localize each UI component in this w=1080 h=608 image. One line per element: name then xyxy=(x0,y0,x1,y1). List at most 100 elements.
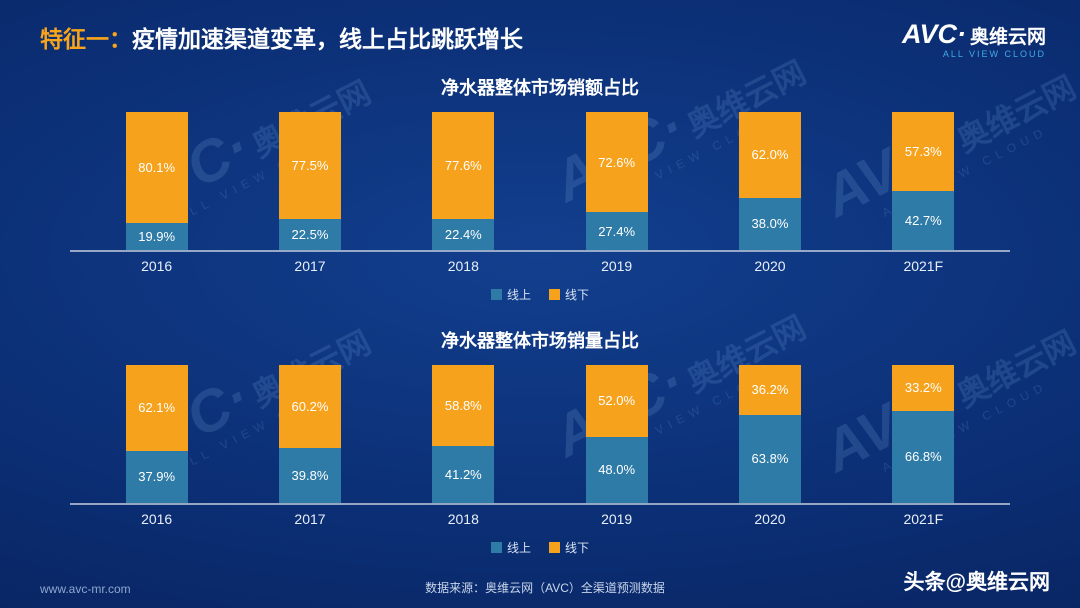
bar-segment-online: 19.9% xyxy=(125,222,188,250)
bar-segment-online: 41.2% xyxy=(432,446,495,503)
bar-column: 60.2% 39.8% xyxy=(233,365,386,503)
legend-label: 线下 xyxy=(565,541,590,555)
bar-segment-online: 66.8% xyxy=(892,410,955,503)
logo-subtitle: ALL VIEW CLOUD xyxy=(942,49,1046,60)
logo-avc-text: AVC· xyxy=(901,19,966,49)
stacked-bar: 52.0% 48.0% xyxy=(585,365,648,503)
bar-column: 52.0% 48.0% xyxy=(540,365,693,503)
value-label-online: 48.0% xyxy=(598,462,636,478)
value-label-online: 22.5% xyxy=(291,226,329,242)
bar-column: 62.1% 37.9% xyxy=(80,365,233,503)
stacked-bar: 77.5% 22.5% xyxy=(278,112,341,250)
legend-swatch xyxy=(490,289,502,300)
chart-title-sales-volume: 净水器整体市场销量占比 xyxy=(441,331,639,351)
bar-column: 77.5% 22.5% xyxy=(233,112,386,250)
stacked-bar: 72.6% 27.4% xyxy=(585,112,648,250)
legend-item: 线下 xyxy=(549,286,589,303)
x-axis-line xyxy=(70,503,1010,505)
bar-column: 80.1% 19.9% xyxy=(80,112,233,250)
category-label: 2021F xyxy=(903,258,944,274)
value-label-online: 42.7% xyxy=(904,213,942,229)
value-label-offline: 36.2% xyxy=(751,382,789,398)
stacked-bar: 58.8% 41.2% xyxy=(432,365,495,503)
value-label-offline: 72.6% xyxy=(598,154,636,170)
x-axis-labels: 2016 2017 2018 2019 2020 2021F xyxy=(80,511,1000,527)
bar-segment-online: 27.4% xyxy=(585,212,648,250)
value-label-offline: 62.1% xyxy=(138,400,176,416)
bar-segment-offline: 57.3% xyxy=(892,112,955,192)
plot-area: 62.1% 37.9% 60.2% 39.8% 58.8% 41.2% 52.0% 48.0%… xyxy=(80,365,1000,503)
value-label-online: 41.2% xyxy=(444,467,482,483)
website-text: www.avc-mr.com xyxy=(40,582,131,596)
chart-sales-value: 净水器整体市场销额占比 80.1% 19.9% 77.5% 22.5% 77.6% 22.… xyxy=(70,74,1010,310)
value-label-offline: 33.2% xyxy=(904,380,942,396)
value-label-offline: 80.1% xyxy=(138,159,176,175)
stacked-bar: 80.1% 19.9% xyxy=(125,112,188,250)
value-label-offline: 58.8% xyxy=(444,398,482,414)
bar-column: 57.3% 42.7% xyxy=(847,112,1000,250)
header-title-group: 特征一：疫情加速渠道变革，线上占比跳跃增长 xyxy=(40,20,523,54)
bar-segment-offline: 33.2% xyxy=(892,365,955,411)
chart-title-sales-value: 净水器整体市场销额占比 xyxy=(441,78,639,98)
bar-segment-online: 22.4% xyxy=(432,219,495,250)
logo-text-row: AVC· 奥维云网 xyxy=(902,20,1046,48)
page-title: 疫情加速渠道变革，线上占比跳跃增长 xyxy=(132,26,523,52)
category-label: 2020 xyxy=(754,258,786,274)
logo-cn-text: 奥维云网 xyxy=(969,27,1046,48)
value-label-online: 27.4% xyxy=(598,223,636,239)
stacked-bar: 33.2% 66.8% xyxy=(892,365,955,503)
bar-segment-online: 42.7% xyxy=(892,191,955,250)
bar-column: 58.8% 41.2% xyxy=(387,365,540,503)
legend-item: 线下 xyxy=(549,539,589,556)
bar-segment-offline: 80.1% xyxy=(125,112,188,223)
category-label: 2019 xyxy=(601,511,633,527)
bar-segment-online: 39.8% xyxy=(278,448,341,503)
value-label-offline: 57.3% xyxy=(904,144,942,160)
social-handle-text: 头条@奥维云网 xyxy=(903,571,1050,594)
bar-column: 62.0% 38.0% xyxy=(693,112,846,250)
bar-segment-online: 63.8% xyxy=(738,414,801,503)
value-label-offline: 77.5% xyxy=(291,157,329,173)
category-label: 2016 xyxy=(141,511,173,527)
category-label: 2018 xyxy=(447,511,479,527)
legend: 线上 线下 xyxy=(70,286,1010,303)
bar-segment-offline: 72.6% xyxy=(585,112,648,213)
value-label-offline: 62.0% xyxy=(751,147,789,163)
plot-area: 80.1% 19.9% 77.5% 22.5% 77.6% 22.4% 72.6% 27.4%… xyxy=(80,112,1000,250)
feature-label: 特征一： xyxy=(40,26,132,52)
category-label: 2020 xyxy=(754,511,786,527)
value-label-offline: 60.2% xyxy=(291,399,329,415)
chart-sales-volume: 净水器整体市场销量占比 62.1% 37.9% 60.2% 39.8% 58.8% 41.… xyxy=(70,327,1010,563)
legend-label: 线上 xyxy=(506,541,531,555)
bar-segment-online: 22.5% xyxy=(278,218,341,250)
stacked-bar: 57.3% 42.7% xyxy=(892,112,955,250)
stacked-bar: 60.2% 39.8% xyxy=(278,365,341,503)
value-label-offline: 52.0% xyxy=(598,393,636,409)
bar-segment-online: 37.9% xyxy=(125,450,188,503)
legend-swatch xyxy=(549,289,560,300)
value-label-online: 19.9% xyxy=(138,228,176,244)
legend: 线上 线下 xyxy=(70,539,1010,556)
stacked-bar: 36.2% 63.8% xyxy=(738,365,801,503)
stacked-bar: 62.0% 38.0% xyxy=(738,112,801,250)
legend-swatch xyxy=(549,542,560,553)
legend-label: 线下 xyxy=(565,288,590,302)
bar-segment-offline: 36.2% xyxy=(738,365,801,415)
avc-logo: AVC· 奥维云网 ALL VIEW CLOUD xyxy=(902,20,1046,60)
value-label-online: 66.8% xyxy=(904,449,942,465)
bar-segment-offline: 52.0% xyxy=(585,365,648,437)
x-axis-line xyxy=(70,250,1010,252)
legend-swatch xyxy=(490,542,502,553)
value-label-online: 22.4% xyxy=(444,227,482,243)
bar-segment-online: 48.0% xyxy=(585,436,648,503)
bar-segment-offline: 60.2% xyxy=(278,365,341,449)
x-axis-labels: 2016 2017 2018 2019 2020 2021F xyxy=(80,258,1000,274)
bar-segment-offline: 77.6% xyxy=(432,112,495,220)
legend-item: 线上 xyxy=(490,286,531,303)
header: 特征一：疫情加速渠道变革，线上占比跳跃增长 AVC· 奥维云网 ALL VIEW … xyxy=(40,20,1046,60)
bar-segment-online: 38.0% xyxy=(738,197,801,250)
footer: www.avc-mr.com 数据来源：奥维云网（AVC）全渠道预测数据 头条@… xyxy=(40,566,1050,596)
legend-item: 线上 xyxy=(490,539,531,556)
bar-column: 33.2% 66.8% xyxy=(847,365,1000,503)
